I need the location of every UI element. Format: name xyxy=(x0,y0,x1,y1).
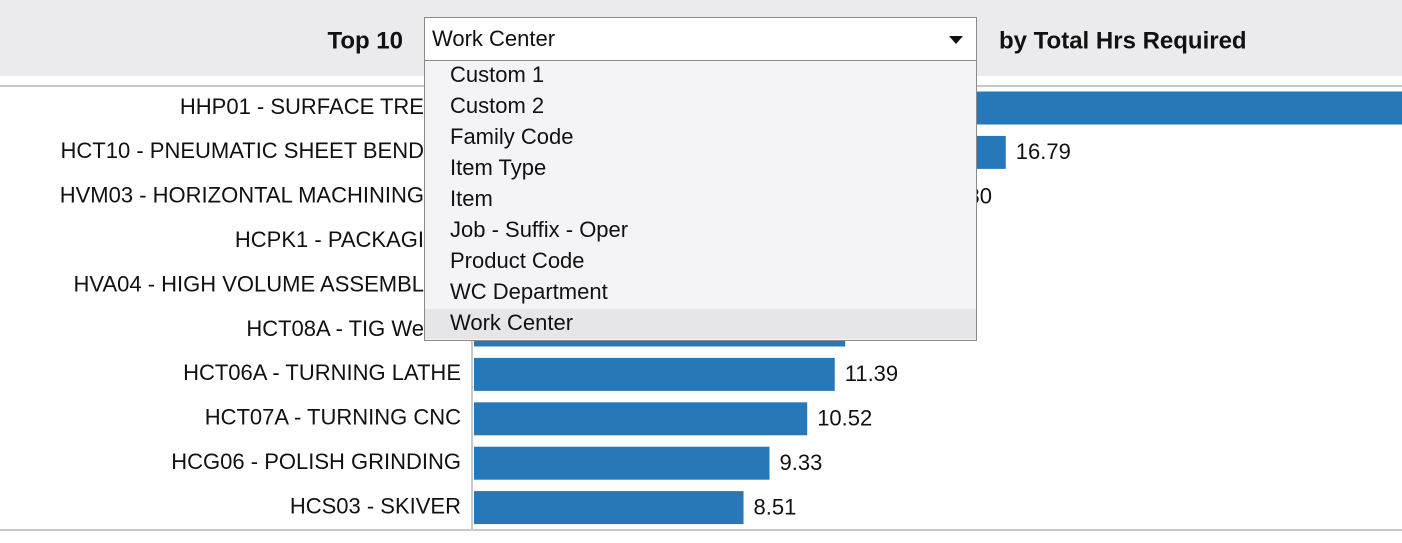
category-label: HCPK1 - PACKAGI xyxy=(235,227,424,252)
header-prefix: Top 10 xyxy=(327,27,403,54)
category-label: HHP01 - SURFACE TRE xyxy=(180,94,424,119)
value-label: 8.51 xyxy=(754,494,797,519)
dropdown-option[interactable]: WC Department xyxy=(450,279,608,304)
value-label: 16.79 xyxy=(1016,139,1071,164)
option-highlight[interactable] xyxy=(425,309,976,339)
dropdown-option[interactable]: Work Center xyxy=(450,310,573,335)
bar xyxy=(474,491,744,525)
category-label: HVA04 - HIGH VOLUME ASSEMBL xyxy=(74,271,424,296)
dropdown-panel xyxy=(424,60,977,341)
category-label: HCT10 - PNEUMATIC SHEET BEND xyxy=(61,138,424,163)
category-label: HCT06A - TURNING LATHE xyxy=(183,360,461,385)
value-label: 10.52 xyxy=(817,406,872,431)
select-box[interactable] xyxy=(424,17,977,61)
dropdown-option[interactable]: Product Code xyxy=(450,248,585,273)
bar xyxy=(474,446,770,480)
dropdown-option[interactable]: Custom 2 xyxy=(450,93,544,118)
dropdown-option[interactable]: Item xyxy=(450,186,493,211)
header-suffix: by Total Hrs Required xyxy=(999,27,1247,54)
select[interactable]: Work Center xyxy=(424,17,977,61)
category-label: HCT08A - TIG We xyxy=(246,316,424,341)
dropdown-option[interactable]: Job - Suffix - Oper xyxy=(450,217,628,242)
category-label: HCS03 - SKIVER xyxy=(290,493,461,518)
dropdown-option[interactable]: Item Type xyxy=(450,155,546,180)
bar xyxy=(474,357,835,391)
dropdown-option[interactable]: Custom 1 xyxy=(450,62,544,87)
value-label: 9.33 xyxy=(780,450,823,475)
dropdown-list: Custom 1 Custom 2 Family Code Item Type Item… xyxy=(424,60,977,341)
category-label: HVM03 - HORIZONTAL MACHINING xyxy=(60,183,424,208)
category-label: HCT07A - TURNING CNC xyxy=(205,405,461,430)
value-label: 11.39 xyxy=(845,361,898,386)
select-arrow[interactable] xyxy=(949,36,963,44)
bar xyxy=(474,402,808,436)
select-value[interactable]: Work Center xyxy=(432,26,555,51)
category-label: HCG06 - POLISH GRINDING xyxy=(171,449,461,474)
dropdown-option[interactable]: Family Code xyxy=(450,124,573,149)
